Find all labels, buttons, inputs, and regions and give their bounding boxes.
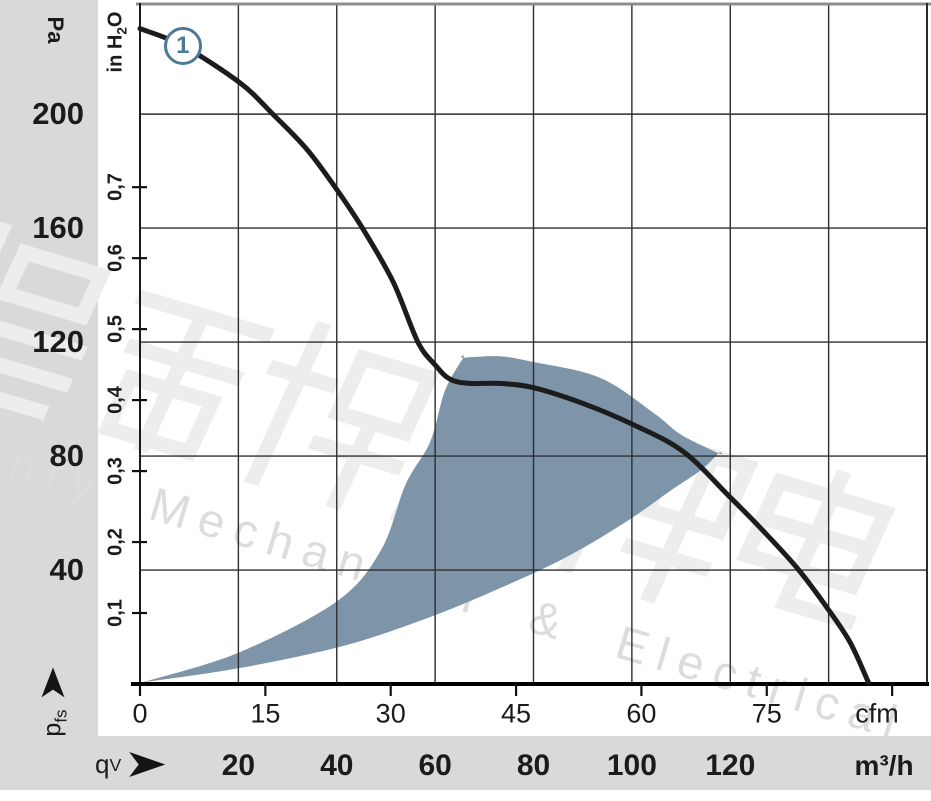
curve-number-badge: 1 [163,26,202,65]
operating-region [129,355,722,686]
